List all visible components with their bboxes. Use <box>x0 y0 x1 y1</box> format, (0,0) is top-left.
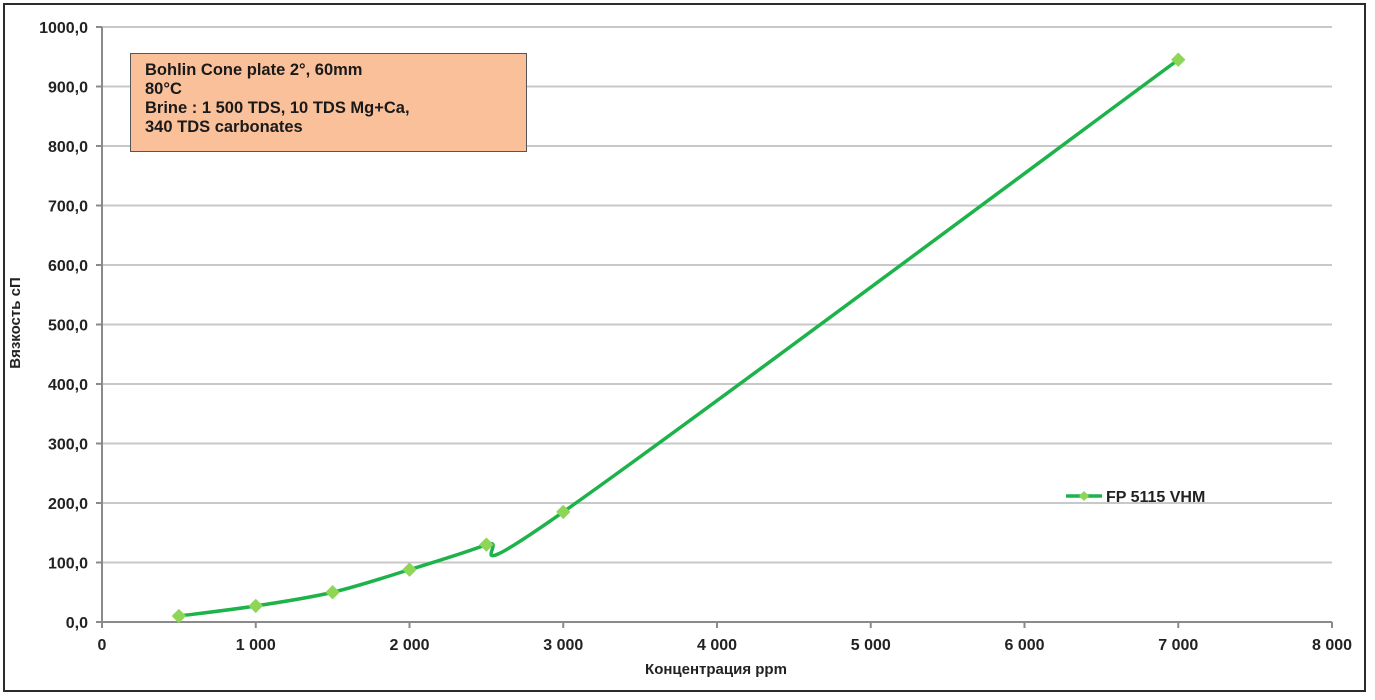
x-tick-label: 7 000 <box>1158 637 1198 654</box>
axes <box>96 26 1333 628</box>
y-tick-label: 1000,0 <box>39 20 88 37</box>
data-point-marker <box>171 608 187 624</box>
series-layer <box>171 52 1186 624</box>
y-tick-label: 200,0 <box>48 496 88 513</box>
x-axis-title: Концентрация ppm <box>645 661 787 678</box>
y-tick-labels: 0,0 100,0 200,0 300,0 400,0 500,0 600,0 700,0 80… <box>39 20 88 632</box>
x-tick-label: 5 000 <box>851 637 891 654</box>
y-tick-label: 600,0 <box>48 258 88 275</box>
annotation-line: 340 TDS carbonates <box>145 118 303 136</box>
x-tick-label: 8 000 <box>1312 637 1352 654</box>
y-tick-label: 400,0 <box>48 377 88 394</box>
legend-swatch-marker <box>1079 491 1089 501</box>
y-tick-label: 300,0 <box>48 437 88 454</box>
legend: FP 5115 VHM <box>1066 489 1205 506</box>
y-tick-label: 800,0 <box>48 139 88 156</box>
y-tick-label: 900,0 <box>48 80 88 97</box>
y-axis-title: Вязкость сП <box>7 277 24 369</box>
x-tick-labels: 0 1 000 2 000 3 000 4 000 5 000 6 000 7 000 8 00… <box>98 637 1353 654</box>
x-tick-label: 2 000 <box>389 637 429 654</box>
data-point-marker <box>402 562 417 577</box>
legend-label: FP 5115 VHM <box>1106 489 1205 506</box>
annotation-line: 80°C <box>145 80 182 98</box>
x-tick-label: 6 000 <box>1004 637 1044 654</box>
x-tick-label: 3 000 <box>543 637 583 654</box>
data-point-marker <box>556 504 571 520</box>
annotation-box: Bohlin Cone plate 2°, 60mm 80°C Brine : … <box>130 53 527 152</box>
data-point-marker <box>325 585 340 600</box>
annotation-line: Bohlin Cone plate 2°, 60mm <box>145 61 363 79</box>
y-tick-label: 500,0 <box>48 318 88 335</box>
chart-border <box>3 3 1366 692</box>
y-tick-label: 0,0 <box>66 615 88 632</box>
x-tick-label: 0 <box>98 637 107 654</box>
x-tick-label: 1 000 <box>236 637 276 654</box>
data-point-marker <box>479 537 494 552</box>
data-point-marker <box>1171 52 1186 67</box>
y-tick-label: 700,0 <box>48 199 88 216</box>
y-tick-label: 100,0 <box>48 556 88 573</box>
x-tick-label: 4 000 <box>697 637 737 654</box>
data-point-marker <box>248 598 263 614</box>
annotation-line: Brine : 1 500 TDS, 10 TDS Mg+Ca, <box>145 99 410 117</box>
